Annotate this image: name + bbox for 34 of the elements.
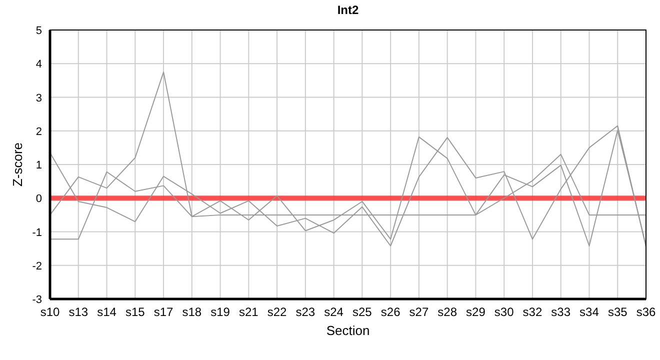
x-tick-label: s32 — [522, 305, 542, 319]
y-tick-label: 1 — [36, 160, 42, 172]
x-tick-label: s18 — [182, 305, 202, 319]
x-tick-label: s27 — [409, 305, 429, 319]
x-tick-label: s30 — [494, 305, 514, 319]
x-tick-label: s24 — [324, 305, 344, 319]
x-tick-label: s19 — [210, 305, 230, 319]
x-tick-label: s21 — [238, 305, 259, 319]
x-tick-label: s36 — [636, 305, 656, 319]
y-axis-title: Z-score — [10, 142, 25, 187]
y-tick-label: 4 — [36, 58, 42, 71]
x-tick-label: s15 — [125, 305, 146, 319]
y-tick-label: 0 — [36, 193, 42, 206]
x-tick-label: s33 — [551, 305, 571, 319]
y-tick-label: -3 — [32, 294, 42, 306]
x-tick-label: s28 — [438, 305, 458, 319]
x-tick-label: s26 — [380, 305, 401, 319]
x-tick-label: s35 — [608, 305, 628, 319]
x-tick-label: s14 — [97, 305, 117, 319]
y-tick-label: -2 — [32, 260, 42, 272]
y-tick-label: 2 — [36, 126, 42, 138]
x-tick-label: s25 — [352, 305, 372, 319]
y-tick-label: -1 — [32, 226, 42, 239]
x-tick-label: s10 — [40, 305, 60, 319]
chart-title: Int2 — [337, 3, 359, 17]
y-tick-label: 5 — [36, 25, 42, 37]
x-tick-label: s22 — [267, 305, 288, 319]
x-tick-label: s34 — [580, 305, 600, 319]
x-tick-label: s29 — [466, 305, 486, 319]
x-tick-label: s17 — [154, 305, 174, 319]
x-axis-title: Section — [326, 323, 370, 338]
x-tick-label: s13 — [68, 305, 88, 319]
x-tick-label: s23 — [296, 305, 316, 319]
y-tick-label: 3 — [36, 92, 42, 104]
